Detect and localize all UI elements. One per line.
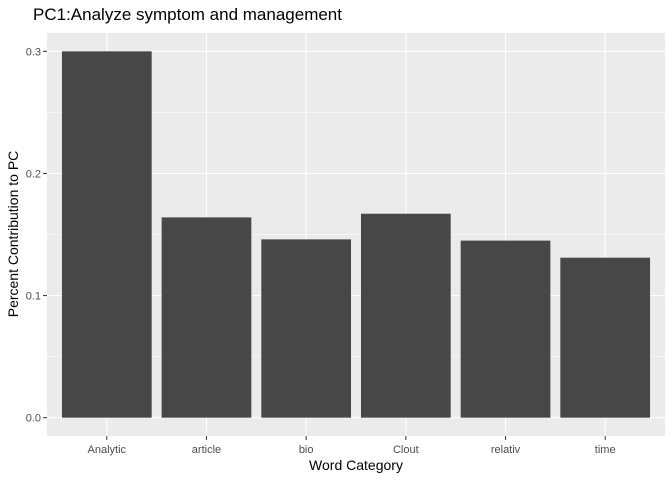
y-tick-label: 0.3 xyxy=(26,46,41,58)
x-axis-title: Word Category xyxy=(309,457,403,473)
bar-time xyxy=(560,257,651,418)
y-axis: 0.0 0.1 0.2 0.3 xyxy=(26,46,47,425)
bar-analytic xyxy=(61,51,152,418)
y-axis-title: Percent Contribution to PC xyxy=(5,151,21,318)
x-tick-label: Clout xyxy=(393,444,419,456)
bars xyxy=(61,51,651,418)
chart-title: PC1:Analyze symptom and management xyxy=(33,5,342,24)
x-tick-label: bio xyxy=(299,444,314,456)
bar-clout xyxy=(360,213,451,418)
x-tick-label: relativ xyxy=(491,444,521,456)
x-tick-label: time xyxy=(595,444,616,456)
x-tick-label: article xyxy=(192,444,221,456)
x-tick-label: Analytic xyxy=(88,444,127,456)
y-tick-label: 0.1 xyxy=(26,291,41,303)
bar-article xyxy=(161,217,252,418)
plot-panel xyxy=(47,33,665,436)
bar-bio xyxy=(261,239,352,418)
bar-relativ xyxy=(460,240,551,418)
y-tick-label: 0.2 xyxy=(26,168,41,180)
y-tick-label: 0.0 xyxy=(26,413,41,425)
x-axis: Analytic article bio Clout relativ time xyxy=(88,436,616,456)
